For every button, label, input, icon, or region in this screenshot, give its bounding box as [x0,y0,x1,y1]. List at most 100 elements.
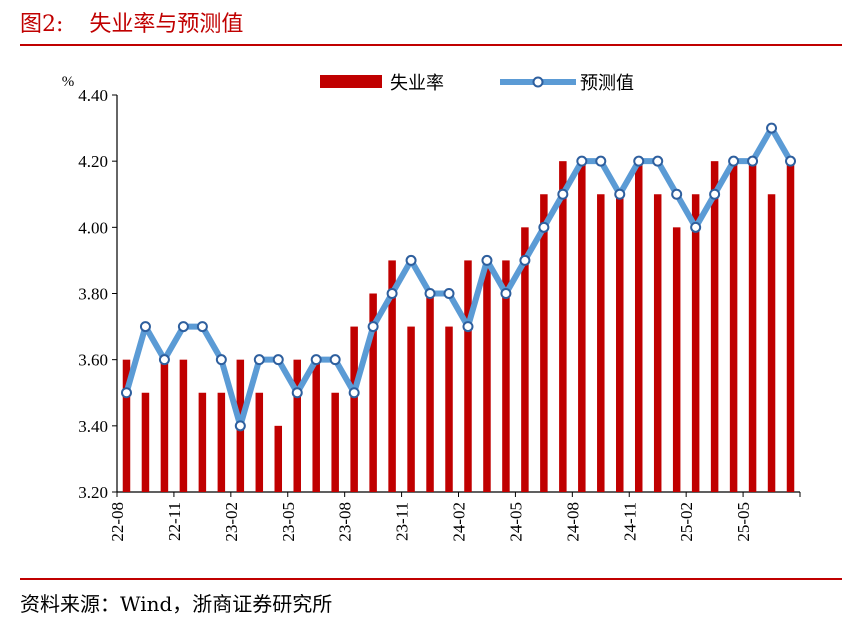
bar [502,260,510,492]
legend-swatch-marker [532,76,544,88]
bar [160,359,169,492]
bar [578,161,586,492]
forecast-point [329,354,341,366]
forecast-point [557,188,569,200]
figure-title-text: 失业率与预测值 [89,12,244,37]
bar [597,194,605,492]
bar-series [122,161,795,493]
bar [464,260,472,492]
unemployment-chart: % 3.20 3.40 3.60 3.80 4.00 4.20 4.40 22-08 22-11… [62,73,801,542]
forecast-point [462,321,474,333]
bar [179,359,188,492]
forecast-point [747,155,759,167]
legend: 失业率 预测值 [320,73,634,93]
x-tick-label: 23-02 [222,502,241,542]
line-series [120,122,797,432]
forecast-point [500,288,512,299]
bar [217,392,226,492]
bar [274,425,283,492]
forecast-point [728,155,740,167]
bar [540,194,548,492]
forecast-point [709,188,721,200]
forecast-line [123,125,794,429]
forecast-point [538,221,550,233]
forecast-point [348,387,360,399]
bar [521,227,529,493]
bar [445,326,453,492]
bar [141,392,150,492]
forecast-point [196,321,208,333]
bar [748,161,757,492]
y-tick-label: 3.80 [78,285,108,304]
forecast-point [253,354,265,366]
bar [729,161,738,492]
forecast-point [443,288,455,299]
top-rule [20,44,842,46]
bar [483,260,491,492]
y-tick-label: 4.00 [78,218,108,237]
forecast-point [652,155,664,167]
y-tick-label: 4.40 [78,86,108,105]
forecast-point [310,354,322,366]
x-tick-label: 22-11 [165,502,184,541]
forecast-point [120,387,132,399]
forecast-point [576,155,588,167]
x-tick-label: 25-02 [677,502,696,542]
bar [767,194,776,492]
bar [634,161,643,492]
forecast-point [633,155,645,167]
bar [312,359,320,492]
x-tick-label: 23-05 [279,502,298,542]
axes: 3.20 3.40 3.60 3.80 4.00 4.20 4.40 22-08 22-11 23… [78,86,801,542]
bar [369,293,377,492]
bar [255,392,264,492]
forecast-point [614,188,626,200]
bottom-rule [20,578,842,580]
bar [407,326,415,492]
bar [331,392,339,492]
y-tick-label: 3.20 [78,483,108,502]
forecast-point [481,254,493,266]
figure-title: 图2: 失业率与预测值 [20,6,243,38]
legend-label-line: 预测值 [580,73,634,93]
x-tick-label: 25-05 [734,502,753,542]
bar [691,194,700,492]
forecast-point [139,321,151,333]
forecast-point [158,354,170,366]
forecast-point [785,155,797,167]
bar [350,326,358,492]
forecast-point [272,354,284,366]
x-tick-label: 23-11 [393,502,412,541]
forecast-point [215,354,227,366]
forecast-point [367,321,379,333]
bar [616,194,624,492]
forecast-point [766,122,778,134]
bar [426,293,434,492]
y-tick-label: 4.20 [78,152,108,171]
x-tick-label: 24-08 [563,502,582,542]
bar [198,392,207,492]
bar [122,359,131,492]
x-tick-label: 22-08 [108,502,127,542]
legend-label-bar: 失业率 [390,73,444,93]
forecast-point [386,288,398,299]
forecast-point [177,321,189,333]
x-tick-label: 23-08 [336,502,355,542]
forecast-point [690,221,702,233]
bar [653,194,662,492]
y-tick-label: 3.60 [78,351,108,370]
bar [672,227,681,493]
bar [710,161,719,492]
bar [786,161,795,492]
forecast-point [424,288,436,299]
y-tick-label: 3.40 [78,417,108,436]
bar [559,161,567,492]
bar [388,260,396,492]
source-note: 资料来源：Wind，浙商证券研究所 [20,592,333,616]
forecast-point [291,387,303,399]
x-tick-label: 24-05 [506,502,525,542]
forecast-point [595,155,607,167]
bar [293,359,301,492]
forecast-point [234,420,246,432]
forecast-point [519,254,531,266]
